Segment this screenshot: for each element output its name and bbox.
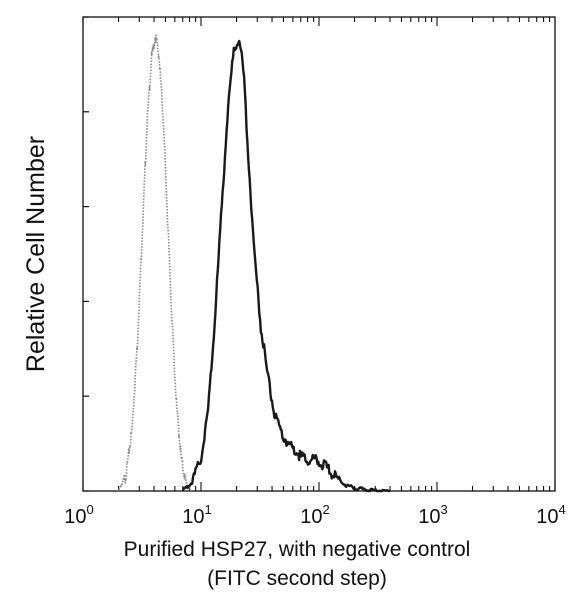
x-tick-labels: 100 101 102 103 104 [64,502,565,528]
plot-frame [82,16,556,492]
x-axis-subtitle: (FITC second step) [207,567,387,590]
x-tick-exponent: 0 [87,502,94,517]
y-axis-title: Relative Cell Number [22,136,50,372]
x-axis-ticks [82,17,556,491]
x-tick-label: 104 [536,502,565,528]
negative-control-histogram [117,34,192,492]
x-tick-exponent: 3 [441,502,448,517]
series-group [117,34,391,493]
x-tick-label: 101 [182,502,211,528]
y-axis-ticks [83,16,89,492]
x-tick-label: 100 [64,502,93,528]
x-tick-label: 103 [418,502,447,528]
x-tick-exponent: 2 [323,502,330,517]
hsp27-histogram [181,39,391,493]
plot-border [82,16,556,492]
x-tick-exponent: 1 [205,502,212,517]
x-tick-exponent: 4 [559,502,566,517]
x-axis-title: Purified HSP27, with negative control [124,538,471,561]
x-tick-label: 102 [300,502,329,528]
